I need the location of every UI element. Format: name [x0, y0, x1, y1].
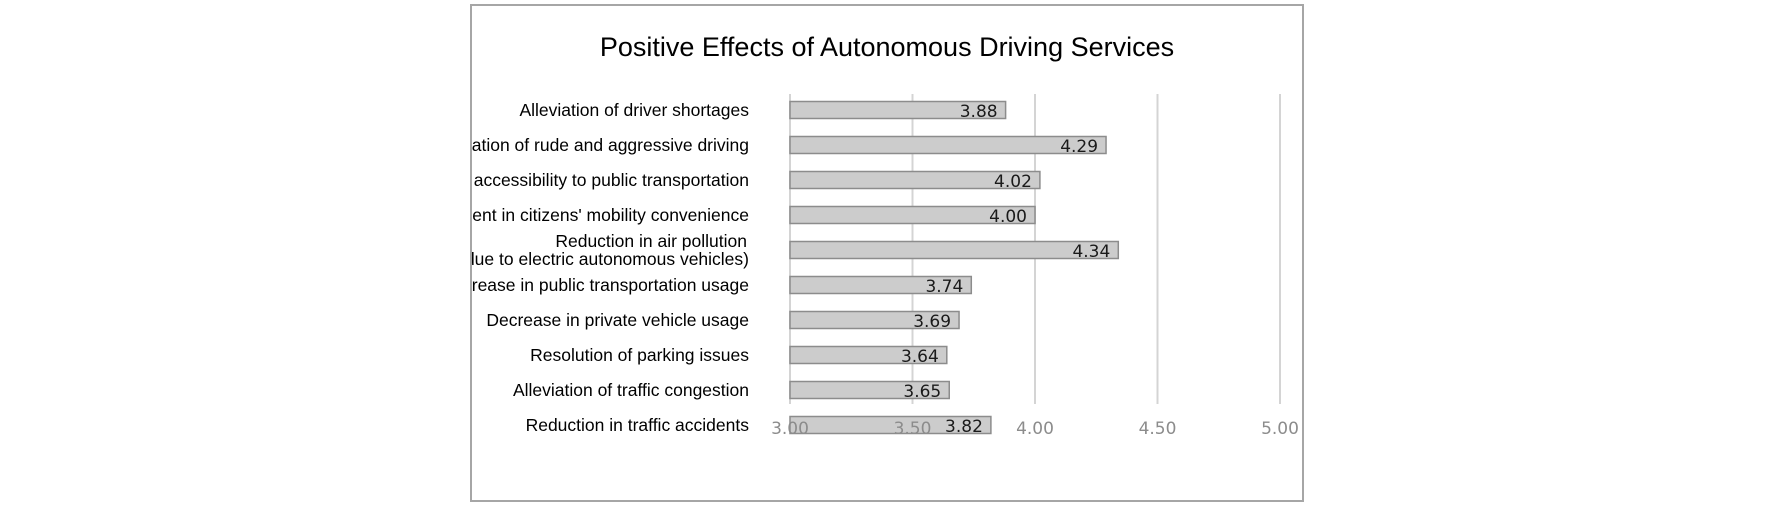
bar [789, 100, 1007, 120]
data-label: 4.29 [1060, 137, 1098, 157]
data-label: 4.02 [994, 172, 1032, 192]
bar [789, 275, 973, 295]
category-label: Improvement in citizens' mobility conven… [472, 205, 749, 225]
bars: 3.88 4.29 4.02 4.00 4.34 3.74 3.69 3.64 3.653.82 [789, 100, 1120, 437]
data-label: 3.88 [960, 102, 998, 122]
data-label: 3.65 [903, 382, 941, 402]
x-axis-tick-labels: 3.00 3.50 4.00 4.50 5.00 [771, 419, 1299, 439]
category-label: Reduction in traffic accidents [526, 415, 750, 435]
category-label: Alleviation of driver shortages [519, 100, 749, 120]
data-label: 3.82 [945, 417, 983, 437]
x-tick-label: 5.00 [1261, 419, 1299, 439]
category-label: Increase in public transportation usage [472, 275, 749, 295]
data-label: 4.00 [989, 207, 1027, 227]
bar [789, 380, 950, 400]
data-label: 3.74 [925, 277, 963, 297]
category-labels: Alleviation of driver shortages Eliminati… [472, 100, 749, 435]
chart-frame: Positive Effects of Autonomous Driving S… [470, 4, 1304, 502]
category-label: Decrease in private vehicle usage [486, 310, 749, 330]
x-tick-label: 3.50 [894, 419, 932, 439]
bar [789, 415, 992, 435]
category-label: Resolution of parking issues [530, 345, 749, 365]
bar [789, 240, 1120, 260]
bar [789, 170, 1041, 190]
bar-chart: 3.88 4.29 4.02 4.00 4.34 3.74 3.69 3.64 3.653.82… [472, 94, 1299, 439]
bar [789, 135, 1107, 155]
bar [789, 205, 1036, 225]
x-tick-label: 4.00 [1016, 419, 1054, 439]
category-label: Alleviation of traffic congestion [513, 380, 749, 400]
x-tick-label: 4.50 [1139, 419, 1177, 439]
category-label: Reduction in air pollution (due to electr… [472, 231, 749, 269]
category-label: Enhanced accessibility to public transpo… [472, 170, 749, 190]
data-label: 3.64 [901, 347, 939, 367]
data-label: 3.69 [913, 312, 951, 332]
bar [789, 345, 948, 365]
bar [789, 310, 960, 330]
data-label: 4.34 [1072, 242, 1110, 262]
x-tick-label: 3.00 [771, 419, 809, 439]
chart-title: Positive Effects of Autonomous Driving S… [599, 32, 1175, 62]
category-label: Elimination of rude and aggressive drivi… [472, 135, 749, 155]
